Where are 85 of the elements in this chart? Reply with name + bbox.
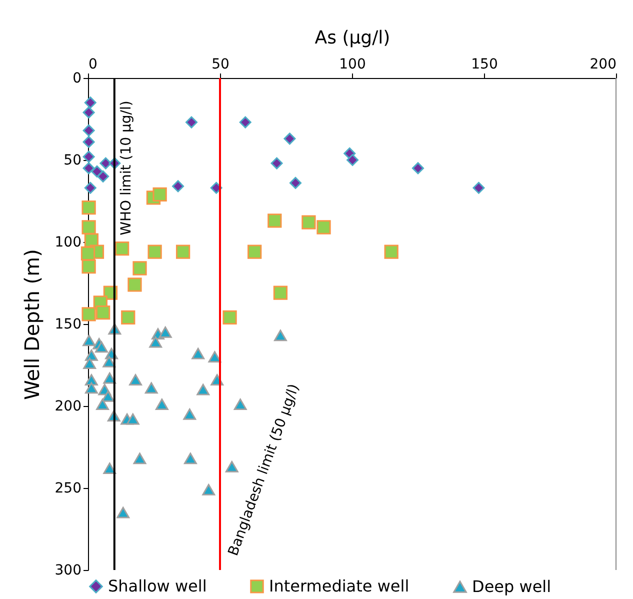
point	[84, 382, 98, 394]
y-tick-label: 250	[54, 480, 82, 496]
point	[234, 398, 247, 410]
point	[83, 358, 96, 370]
point	[152, 187, 167, 202]
point	[270, 157, 283, 170]
point	[222, 310, 237, 325]
point	[82, 200, 96, 215]
y-tick-label: 50	[64, 152, 82, 168]
legend-label: Deep well	[472, 576, 552, 596]
point	[202, 484, 216, 496]
point	[268, 214, 282, 228]
point	[302, 215, 316, 230]
point	[225, 460, 238, 472]
point	[132, 261, 147, 276]
point	[90, 165, 103, 178]
y-axis-title: Well Depth (m)	[20, 249, 44, 400]
point	[82, 150, 95, 163]
point	[144, 382, 158, 394]
point	[158, 326, 172, 338]
point	[95, 341, 108, 353]
point	[82, 162, 95, 174]
point	[84, 349, 98, 361]
point	[103, 462, 116, 474]
y-tick-label: 200	[54, 398, 82, 414]
ref-line-label: WHO limit (10 µg/l)	[118, 100, 134, 236]
legend-label: Shallow well	[108, 576, 207, 596]
point	[248, 244, 262, 259]
point	[100, 157, 112, 170]
y-tick-label: 100	[54, 234, 82, 250]
point	[239, 116, 252, 128]
point	[412, 162, 424, 174]
point	[96, 305, 110, 320]
point	[84, 182, 96, 194]
x-tick-label: 0	[88, 56, 98, 72]
point	[196, 384, 210, 396]
point	[192, 348, 205, 360]
point	[185, 116, 198, 128]
point	[128, 278, 142, 292]
point	[82, 136, 95, 148]
point	[184, 452, 197, 464]
x-tick-label: 200	[590, 56, 616, 72]
x-tick-label: 50	[212, 56, 230, 72]
point	[116, 506, 130, 518]
legend-label: Intermediate well	[269, 576, 410, 596]
point	[183, 408, 196, 420]
point	[176, 244, 190, 259]
point	[84, 374, 98, 386]
point	[149, 336, 162, 348]
point	[148, 244, 162, 259]
point	[155, 398, 168, 410]
point	[82, 260, 96, 274]
point	[82, 220, 96, 234]
y-tick-label: 300	[54, 562, 82, 578]
x-axis-title: As (µg/l)	[314, 28, 390, 48]
point	[316, 220, 331, 234]
point	[82, 106, 95, 118]
point	[126, 413, 140, 425]
point	[121, 310, 136, 325]
point	[384, 244, 398, 259]
point	[114, 241, 130, 256]
point	[82, 334, 96, 346]
y-tick-label: 150	[54, 316, 82, 332]
point	[102, 390, 115, 402]
point	[82, 124, 95, 136]
point	[129, 374, 142, 386]
x-tick-label: 150	[471, 56, 498, 72]
point	[208, 351, 222, 362]
point	[82, 307, 96, 322]
point	[472, 182, 485, 194]
point	[274, 330, 287, 342]
point	[80, 246, 96, 261]
point	[133, 452, 146, 464]
point	[84, 96, 96, 109]
point	[284, 132, 296, 145]
y-tick-label: 0	[72, 70, 82, 86]
point	[290, 176, 302, 189]
point	[103, 372, 116, 384]
point	[273, 286, 288, 300]
point	[96, 398, 109, 410]
x-tick-label: 100	[339, 56, 366, 72]
point	[172, 180, 184, 192]
point	[102, 356, 116, 368]
point	[97, 170, 110, 182]
point	[346, 154, 359, 166]
